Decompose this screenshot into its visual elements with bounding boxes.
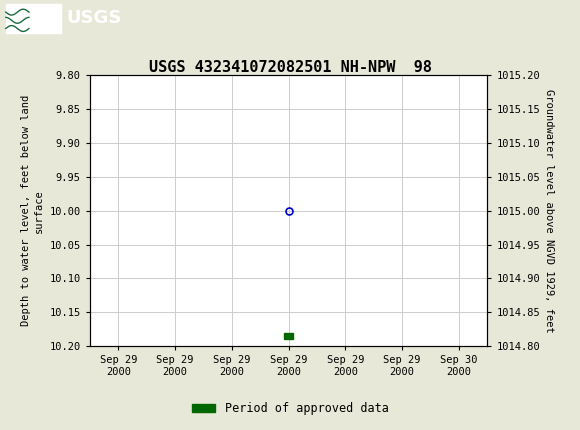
Text: USGS 432341072082501 NH-NPW  98: USGS 432341072082501 NH-NPW 98 (148, 60, 432, 75)
Y-axis label: Depth to water level, feet below land
surface: Depth to water level, feet below land su… (21, 95, 44, 326)
Y-axis label: Groundwater level above NGVD 1929, feet: Groundwater level above NGVD 1929, feet (544, 89, 554, 332)
Text: USGS: USGS (67, 9, 122, 27)
Bar (284, 333, 293, 339)
Legend: Period of approved data: Period of approved data (187, 397, 393, 420)
Bar (6, 3, 61, 33)
